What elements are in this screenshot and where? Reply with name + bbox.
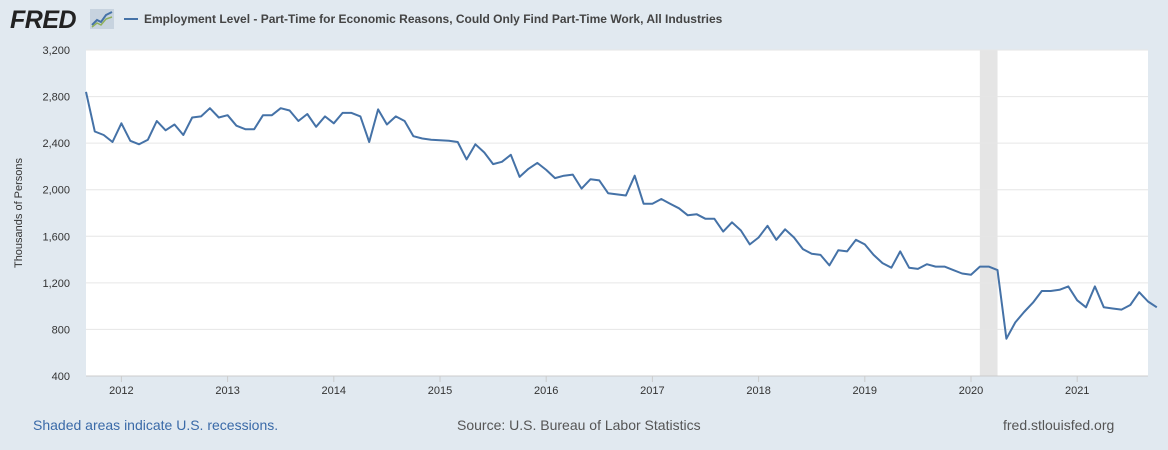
x-tick-label: 2021 — [1065, 385, 1089, 397]
x-tick-label: 2019 — [853, 385, 877, 397]
series-line[interactable] — [85, 91, 1158, 340]
y-tick-label: 400 — [52, 371, 70, 383]
chart-header: FRED Employment Level - Part-Time for Ec… — [0, 0, 1168, 40]
line-graph-icon — [90, 9, 114, 29]
y-tick-label: 2,400 — [42, 138, 70, 150]
y-tick-label: 2,800 — [42, 92, 70, 104]
fred-logo[interactable]: FRED — [10, 6, 77, 34]
line-chart: 400 800 1,200 1,600 2,000 2,400 2,800 3,200 201… — [13, 45, 1158, 397]
site-link[interactable]: fred.stlouisfed.org — [1003, 417, 1115, 433]
y-tick-label: 3,200 — [42, 45, 70, 57]
y-tick-label: 800 — [52, 324, 70, 336]
x-tick-label: 2015 — [428, 385, 452, 397]
x-tick-label: 2016 — [534, 385, 558, 397]
recession-note: Shaded areas indicate U.S. recessions. — [33, 417, 279, 433]
y-tick-label: 1,600 — [42, 231, 70, 243]
x-tick-label: 2017 — [640, 385, 664, 397]
x-axis: 2012 2013 2014 2015 2016 2017 2018 2019 2020 2021 — [109, 376, 1089, 397]
recession-shading-group — [979, 50, 998, 376]
recession-band — [979, 50, 998, 376]
plot-background — [86, 50, 1148, 376]
y-tick-label: 1,200 — [42, 278, 70, 290]
legend-swatch — [124, 18, 138, 20]
legend-label[interactable]: Employment Level - Part-Time for Economi… — [144, 12, 723, 26]
x-tick-label: 2014 — [322, 385, 346, 397]
x-tick-label: 2018 — [746, 385, 770, 397]
source-note: Source: U.S. Bureau of Labor Statistics — [457, 417, 701, 433]
y-axis-label: Thousands of Persons — [13, 157, 25, 268]
y-tick-label: 2,000 — [42, 185, 70, 197]
x-tick-label: 2012 — [109, 385, 133, 397]
y-axis: 400 800 1,200 1,600 2,000 2,400 2,800 3,200 — [42, 45, 70, 383]
x-tick-label: 2020 — [959, 385, 983, 397]
x-tick-label: 2013 — [215, 385, 239, 397]
